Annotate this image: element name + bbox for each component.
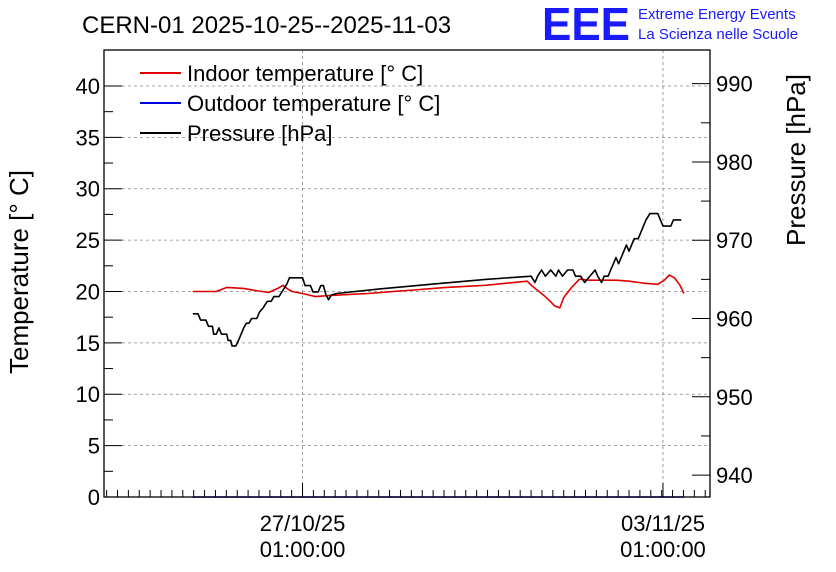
- y-tick-label: 10: [76, 382, 100, 407]
- series-line-3: [192, 212, 682, 347]
- x-tick-time: 01:00:00: [260, 537, 346, 562]
- brand-line-1: Extreme Energy Events: [638, 6, 796, 23]
- legend-label-1: Indoor temperature [° C]: [187, 61, 423, 86]
- eee-logo: EEE: [542, 0, 630, 50]
- y-tick-label: 35: [76, 125, 100, 150]
- y2-tick-label: 990: [716, 72, 753, 97]
- y-axis-title: Temperature [° C]: [4, 170, 34, 374]
- y-tick-label: 0: [88, 485, 100, 510]
- y-tick-label: 25: [76, 228, 100, 253]
- x-tick-time: 01:00:00: [620, 537, 706, 562]
- legend: Indoor temperature [° C] Outdoor temperat…: [140, 61, 440, 146]
- ticks-layer: 0 5 10 15 20 25 30 35 40 940 950 960 970 980 990 27/10/…: [76, 72, 753, 562]
- legend-label-2: Outdoor temperature [° C]: [187, 91, 440, 116]
- legend-label-3: Pressure [hPa]: [187, 121, 333, 146]
- y-tick-label: 40: [76, 74, 100, 99]
- chart-title: CERN-01 2025-10-25--2025-11-03: [82, 12, 451, 39]
- series-line-1: [192, 274, 685, 309]
- y2-tick-label: 950: [716, 385, 753, 410]
- x-tick-date: 03/11/25: [621, 511, 705, 536]
- y2-axis-title: Pressure [hPa]: [781, 74, 811, 246]
- y2-tick-label: 940: [716, 463, 753, 488]
- x-tick-date: 27/10/25: [260, 511, 346, 536]
- y-tick-label: 20: [76, 279, 100, 304]
- y2-tick-label: 980: [716, 150, 753, 175]
- grid-layer: [104, 50, 710, 498]
- y-tick-label: 15: [76, 331, 100, 356]
- series-layer: [192, 212, 685, 498]
- y2-tick-label: 960: [716, 307, 753, 332]
- plot-frame: [103, 49, 711, 498]
- y-tick-label: 30: [76, 177, 100, 202]
- brand-line-2: La Scienza nelle Scuole: [638, 26, 798, 43]
- y2-tick-label: 970: [716, 228, 753, 253]
- y-tick-label: 5: [88, 434, 100, 459]
